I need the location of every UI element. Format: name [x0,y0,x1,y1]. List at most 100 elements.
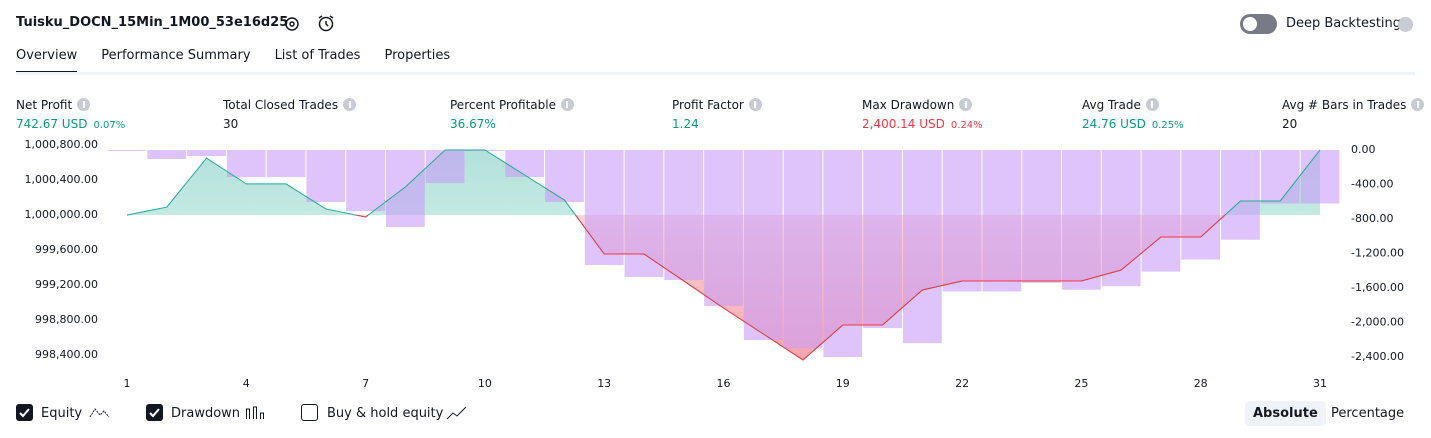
y2-tick-label: -400.00 [1351,178,1393,191]
tab[interactable]: List of Trades [274,48,361,63]
drawdown-bar [1221,150,1260,240]
y2-tick-label: -2,000.00 [1351,316,1404,329]
equity-fill-above [127,149,1320,215]
help-icon[interactable] [1398,17,1413,32]
drawdown-bar [425,150,465,184]
info-icon[interactable] [343,98,357,111]
drawdown-bar [902,150,942,344]
tab-bar: Overview Performance Summary List of Trade… [16,48,450,74]
x-tick-label: 22 [955,377,969,390]
tab[interactable]: Overview [16,48,78,74]
drawdown-bar [306,150,346,203]
metric-value: 1.24 [672,113,699,132]
y-tick-label: 998,800.00 [35,313,98,326]
y-tick-label: 998,400.00 [35,348,98,361]
deep-backtesting-toggle[interactable] [1240,14,1277,34]
y-tick-label: 999,600.00 [35,243,98,256]
y2-tick-label: -800.00 [1351,212,1393,225]
alert-icon[interactable] [316,13,336,33]
drawdown-bar [1022,150,1062,283]
separator [16,72,1415,75]
info-icon[interactable] [748,98,762,111]
metric-label-text: Avg # Bars in Trades [1282,98,1407,112]
drawdown-bar [1260,150,1300,204]
metric-label: Net Profit [16,94,91,113]
drawdown-bar [704,150,743,307]
info-icon[interactable] [77,98,91,111]
metric-label: Total Closed Trades [223,94,357,113]
buy-hold-checkbox[interactable] [301,404,318,421]
metric-value: 20 [1282,113,1297,132]
x-tick-label: 16 [717,377,731,390]
drawdown-bar [624,150,664,277]
metric-value: 2,400.14 USD 0.24% [862,113,983,132]
buy-hold-icon [446,406,467,420]
metric-label-text: Total Closed Trades [223,98,339,112]
y-tick-label: 999,200.00 [35,278,98,291]
drawdown-icon [246,406,264,419]
y-tick-label: 1,000,800.00 [25,138,98,151]
x-tick-label: 25 [1074,377,1088,390]
legend-drawdown: Drawdown [171,406,241,421]
drawdown-bar [1181,150,1221,260]
drawdown-checkbox[interactable] [146,404,163,421]
metric-value-text: 2,400.14 USD [862,117,945,131]
y-tick-label: 1,000,000.00 [25,208,98,221]
metric-label-text: Max Drawdown [862,98,955,112]
y-tick-label: 1,000,400.00 [25,173,98,186]
drawdown-bar [1101,150,1141,287]
x-tick-label: 4 [243,377,250,390]
metric-value: 742.67 USD 0.07% [16,113,125,132]
drawdown-bar [863,150,902,329]
drawdown-bar [584,150,624,265]
metric-label: Avg # Bars in Trades [1282,94,1425,113]
x-tick-label: 28 [1194,377,1208,390]
y2-tick-label: -1,600.00 [1351,281,1404,294]
drawdown-bar [823,150,863,357]
info-icon[interactable] [959,98,973,111]
metric-label-text: Percent Profitable [450,98,556,112]
drawdown-bar [783,150,823,349]
absolute-button[interactable]: Absolute [1245,401,1326,426]
drawdown-bar [346,150,385,211]
x-tick-label: 7 [362,377,369,390]
metric-value: 24.76 USD 0.25% [1082,113,1184,132]
metric-value-text: 30 [223,117,239,131]
legend-buy-hold: Buy & hold equity [327,406,444,421]
y2-tick-label: 0.00 [1351,143,1376,156]
drawdown-bar [1300,150,1340,204]
drawdown-bar [266,150,306,178]
info-icon[interactable] [560,98,574,111]
metric-label-text: Profit Factor [672,98,744,112]
info-icon[interactable] [1145,98,1159,111]
metric-percent: 0.25% [1151,120,1184,131]
drawdown-bar [385,150,425,228]
metric-value-text: 24.76 USD [1082,117,1146,131]
percentage-button[interactable]: Percentage [1331,406,1405,421]
metric-label: Avg Trade [1082,94,1159,113]
drawdown-bar [147,150,187,159]
metric-percent: 0.07% [93,120,126,131]
legend-equity: Equity [41,406,83,421]
equity-checkbox[interactable] [16,404,33,421]
drawdown-bar [743,150,783,341]
deep-backtesting-label: Deep Backtesting [1286,16,1402,31]
settings-icon[interactable] [283,15,301,33]
metric-label-text: Avg Trade [1082,98,1141,112]
equity-line-below [127,214,1226,361]
tab[interactable]: Properties [384,48,451,63]
drawdown-bar [982,150,1022,292]
metric-value-text: 36.67% [450,117,496,131]
metric-value-text: 1.24 [672,117,699,131]
drawdown-bar [107,150,147,152]
info-icon[interactable] [1411,98,1425,111]
metric-label-text: Net Profit [16,98,73,112]
drawdown-bar [505,150,545,178]
metric-label: Max Drawdown [862,94,973,113]
strategy-title: Tuisku_DOCN_15Min_1M00_53e16d25 [16,15,289,30]
tab[interactable]: Performance Summary [101,48,251,63]
metric-value-text: 20 [1282,117,1298,131]
metric-value-text: 742.67 USD [16,117,88,131]
